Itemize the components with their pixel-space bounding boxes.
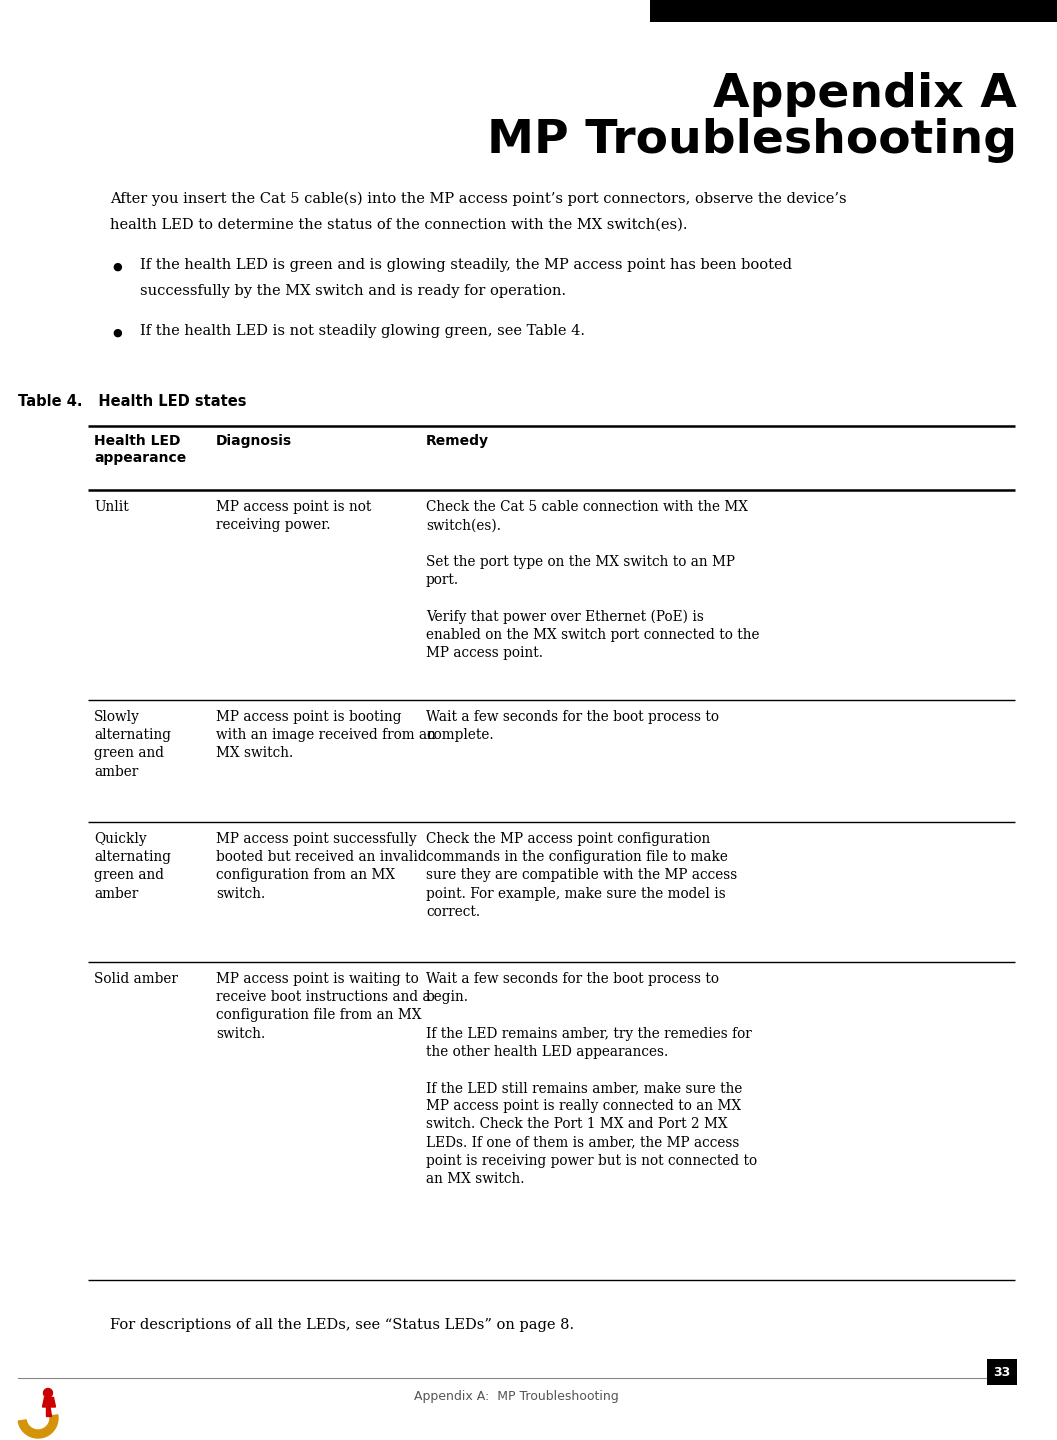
Text: Health LED
appearance: Health LED appearance	[94, 433, 186, 465]
Polygon shape	[42, 1397, 56, 1417]
Polygon shape	[18, 1416, 58, 1439]
Text: MP Troubleshooting: MP Troubleshooting	[487, 118, 1017, 163]
Text: Check the Cat 5 cable connection with the MX
switch(es).

Set the port type on t: Check the Cat 5 cable connection with th…	[426, 500, 760, 660]
Text: MP access point successfully
booted but received an invalid
configuration from a: MP access point successfully booted but …	[216, 832, 427, 900]
Text: Wait a few seconds for the boot process to
complete.: Wait a few seconds for the boot process …	[426, 710, 719, 742]
Text: If the health LED is not steadily glowing green, see Table 4.: If the health LED is not steadily glowin…	[140, 324, 585, 338]
Text: ●: ●	[112, 262, 122, 272]
Text: Appendix A:  MP Troubleshooting: Appendix A: MP Troubleshooting	[414, 1390, 619, 1403]
Text: MP access point is booting
with an image received from an
MX switch.: MP access point is booting with an image…	[216, 710, 435, 760]
Text: Solid amber: Solid amber	[94, 972, 178, 986]
Text: Unlit: Unlit	[94, 500, 129, 514]
Text: MP access point is not
receiving power.: MP access point is not receiving power.	[216, 500, 371, 533]
Text: For descriptions of all the LEDs, see “Status LEDs” on page 8.: For descriptions of all the LEDs, see “S…	[110, 1318, 574, 1332]
Circle shape	[43, 1388, 53, 1397]
Text: Diagnosis: Diagnosis	[216, 433, 292, 448]
Text: Health LED states: Health LED states	[84, 395, 246, 409]
Text: If the health LED is green and is glowing steadily, the MP access point has been: If the health LED is green and is glowin…	[140, 258, 792, 272]
Text: Remedy: Remedy	[426, 433, 489, 448]
Text: Wait a few seconds for the boot process to
begin.

If the LED remains amber, try: Wait a few seconds for the boot process …	[426, 972, 757, 1187]
Text: After you insert the Cat 5 cable(s) into the MP access point’s port connectors, : After you insert the Cat 5 cable(s) into…	[110, 192, 847, 206]
Text: Check the MP access point configuration
commands in the configuration file to ma: Check the MP access point configuration …	[426, 832, 737, 919]
Bar	[650, 0, 1057, 22]
Text: Appendix A: Appendix A	[713, 72, 1017, 117]
Text: health LED to determine the status of the connection with the MX switch(es).: health LED to determine the status of th…	[110, 217, 687, 232]
Text: Table 4.: Table 4.	[18, 395, 82, 409]
Text: Slowly
alternating
green and
amber: Slowly alternating green and amber	[94, 710, 171, 779]
Text: Quickly
alternating
green and
amber: Quickly alternating green and amber	[94, 832, 171, 900]
Bar	[987, 1358, 1017, 1384]
Text: ●: ●	[112, 328, 122, 338]
Text: MP access point is waiting to
receive boot instructions and a
configuration file: MP access point is waiting to receive bo…	[216, 972, 430, 1041]
Text: successfully by the MX switch and is ready for operation.: successfully by the MX switch and is rea…	[140, 284, 567, 298]
Text: 33: 33	[994, 1365, 1010, 1378]
